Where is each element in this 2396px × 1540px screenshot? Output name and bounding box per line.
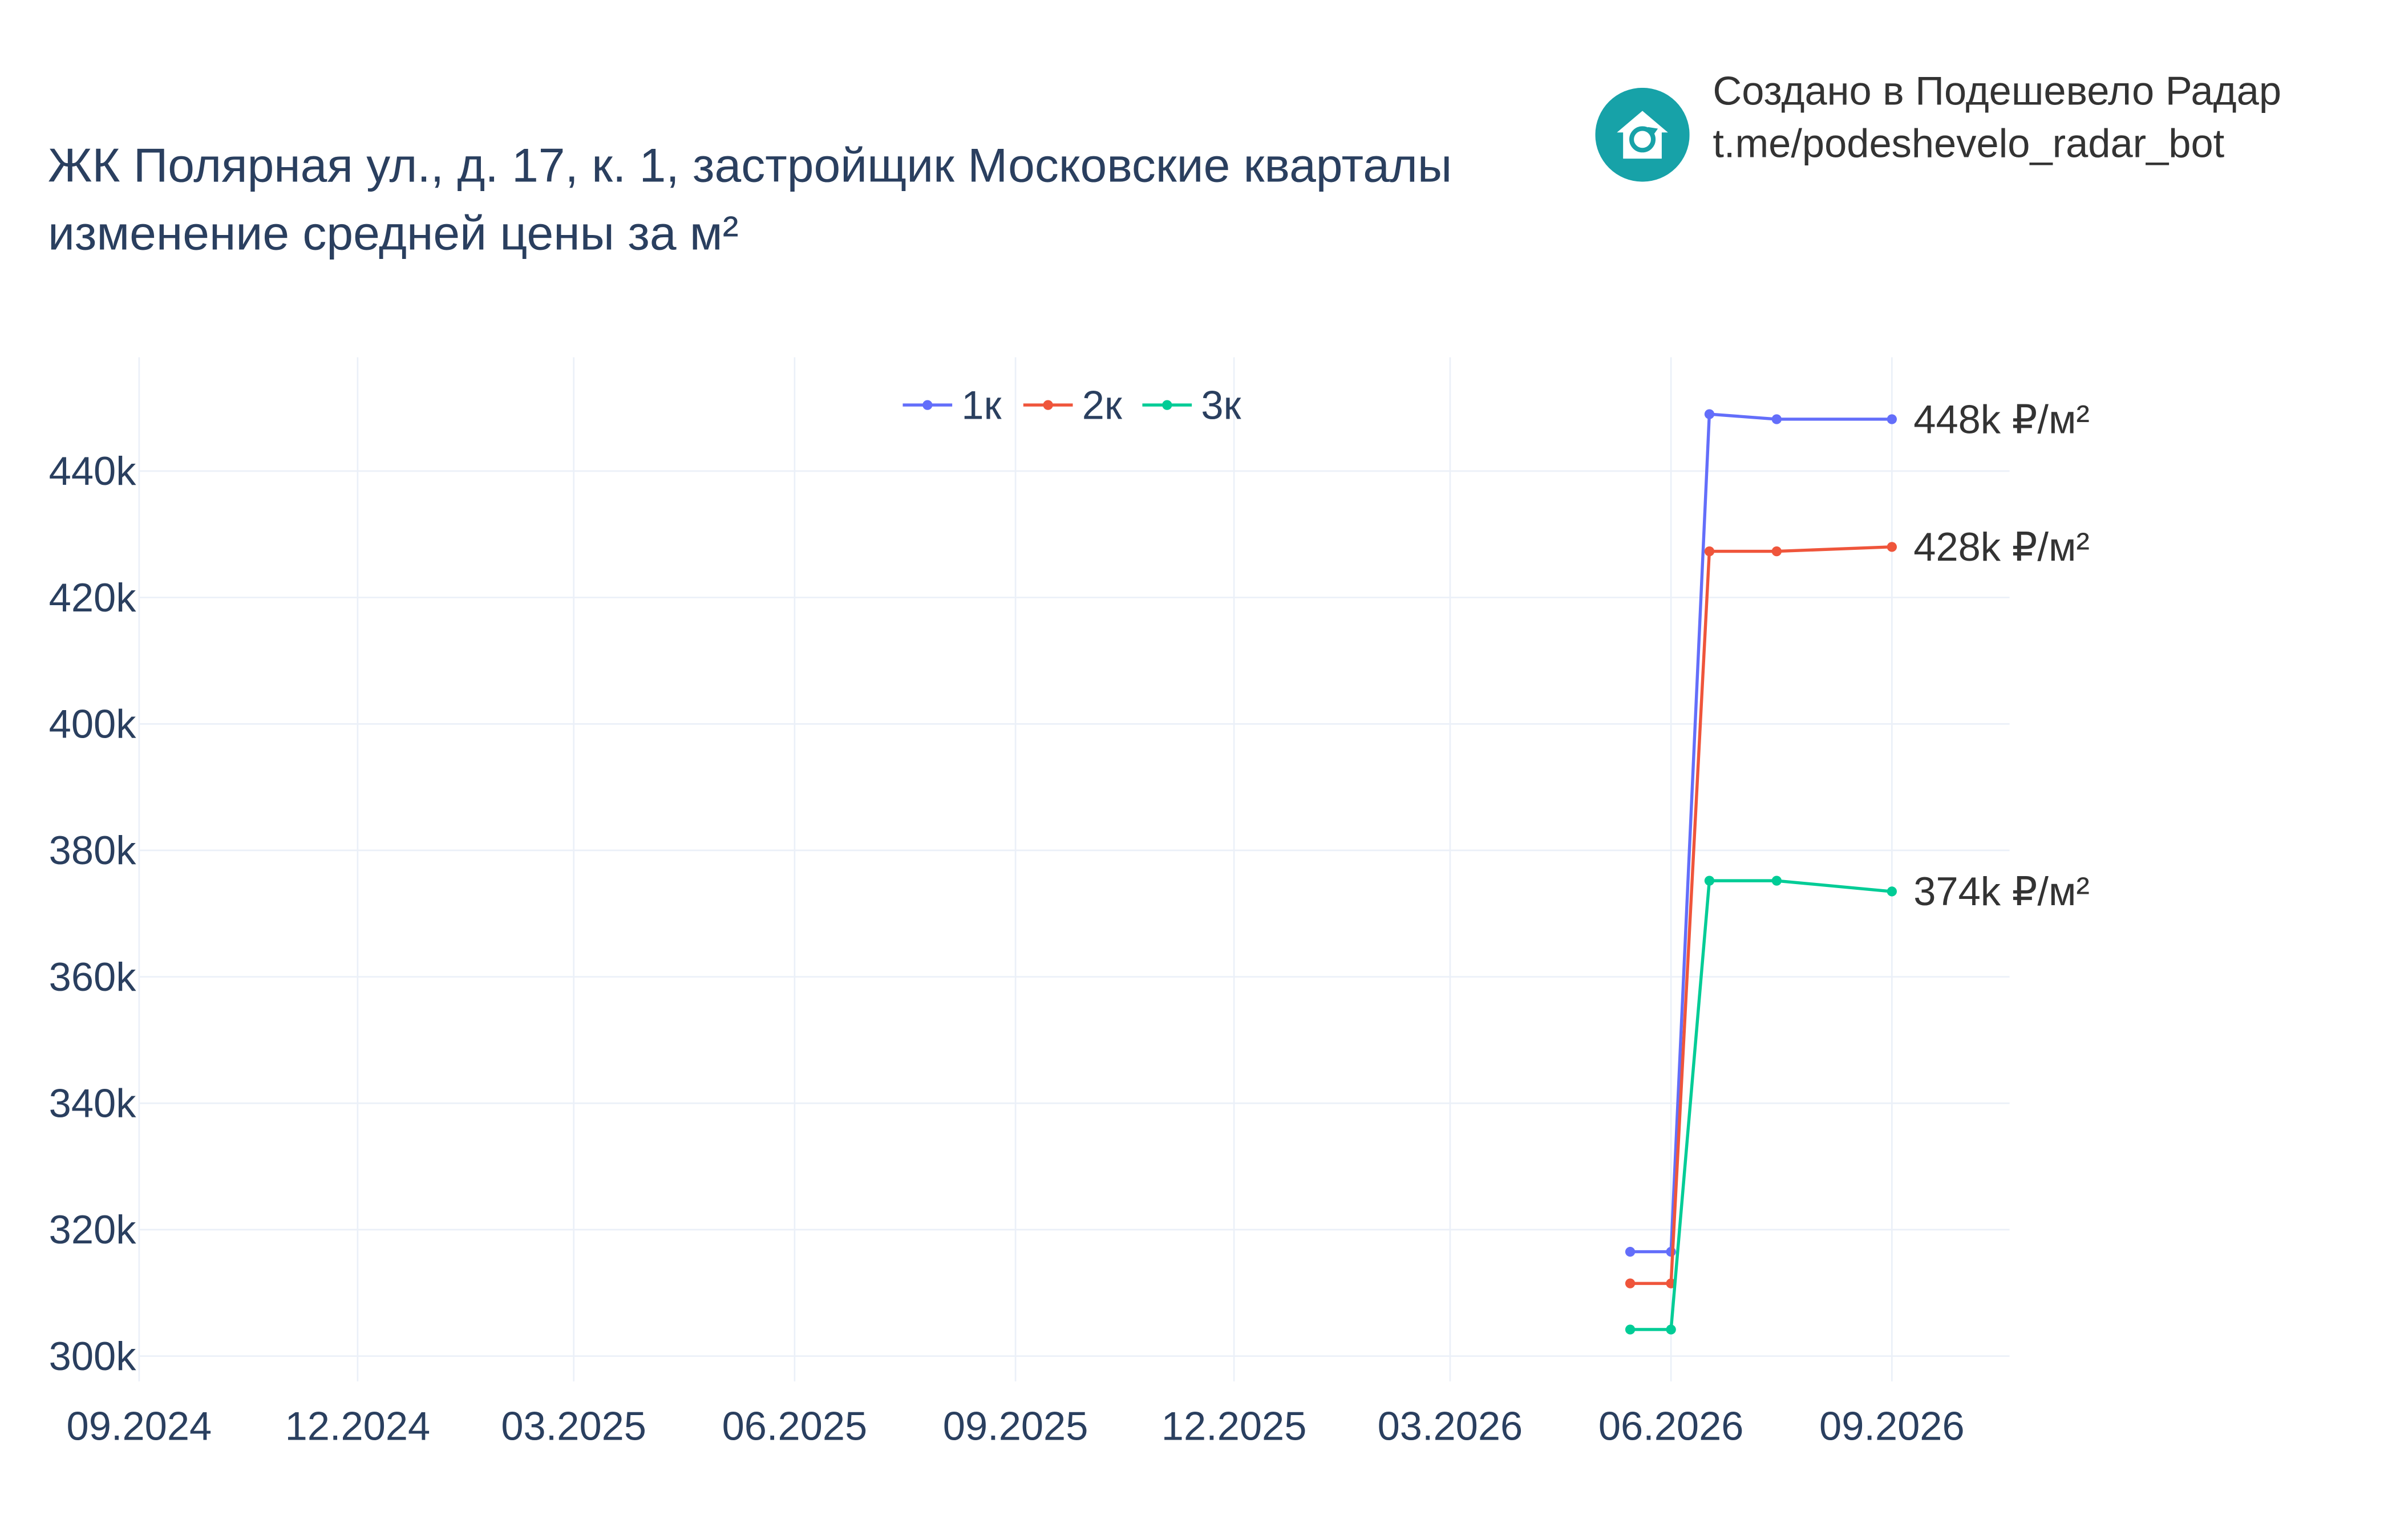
series-2: 428k ₽/м² bbox=[1625, 524, 2090, 1288]
x-tick-label: 09.2024 bbox=[67, 1404, 212, 1449]
data-point bbox=[1887, 886, 1897, 897]
y-tick-label: 380k bbox=[49, 828, 137, 873]
data-point bbox=[1704, 876, 1715, 886]
x-tick-label: 12.2024 bbox=[285, 1404, 431, 1449]
y-tick-label: 400k bbox=[49, 702, 137, 747]
legend: 1к 2к 3к bbox=[902, 383, 1242, 428]
end-value-label: 374k ₽/м² bbox=[1913, 869, 2090, 914]
house-refresh-icon bbox=[1595, 87, 1690, 182]
legend-item: 1к bbox=[902, 383, 1002, 428]
data-point bbox=[1625, 1278, 1636, 1288]
x-tick-label: 06.2025 bbox=[722, 1404, 868, 1449]
y-tick-label: 300k bbox=[49, 1334, 137, 1379]
series-line bbox=[1630, 545, 1892, 1285]
x-tick-label: 03.2025 bbox=[501, 1404, 646, 1449]
x-axis: 09.2024 12.2024 03.2025 06.2025 09.2025 12.20… bbox=[67, 1404, 1965, 1449]
x-tick-label: 03.2026 bbox=[1378, 1404, 1523, 1449]
series-3: 374k ₽/м² bbox=[1625, 869, 2090, 1335]
y-tick-label: 360k bbox=[49, 954, 137, 999]
end-value-label: 448k ₽/м² bbox=[1913, 396, 2090, 441]
legend-label: 2к bbox=[1082, 383, 1123, 428]
credit-link[interactable]: t.me/podeshevelo_radar_bot bbox=[1713, 120, 2225, 167]
y-tick-label: 340k bbox=[49, 1081, 137, 1126]
legend-marker bbox=[922, 400, 933, 410]
chart-title-line-2: изменение средней цены за м² bbox=[48, 206, 739, 261]
credits: Создано в Подешевело Радар t.me/podeshev… bbox=[1713, 64, 2281, 169]
data-point bbox=[1625, 1324, 1636, 1335]
x-tick-label: 09.2026 bbox=[1819, 1404, 1965, 1449]
y-tick-label: 440k bbox=[49, 448, 137, 493]
data-point bbox=[1625, 1247, 1636, 1257]
chart-title: ЖК Полярная ул., д. 17, к. 1, застройщик… bbox=[48, 132, 1452, 268]
legend-label: 1к bbox=[961, 383, 1002, 428]
data-point bbox=[1771, 876, 1782, 886]
data-point bbox=[1771, 414, 1782, 424]
series-line bbox=[1630, 879, 1892, 1331]
series-line bbox=[1630, 412, 1892, 1254]
y-axis: 300k 320k 340k 360k 380k 400k 420k 440k bbox=[49, 448, 137, 1379]
grid-lines bbox=[138, 357, 2010, 1381]
data-point bbox=[1666, 1324, 1676, 1335]
data-point bbox=[1887, 414, 1897, 424]
chart-title-line-1: ЖК Полярная ул., д. 17, к. 1, застройщик… bbox=[48, 139, 1452, 193]
legend-label: 3к bbox=[1201, 383, 1241, 428]
legend-item: 2к bbox=[1023, 383, 1123, 428]
y-tick-label: 420k bbox=[49, 575, 137, 620]
legend-marker bbox=[1043, 400, 1053, 410]
x-tick-label: 09.2025 bbox=[943, 1404, 1088, 1449]
data-point bbox=[1704, 409, 1715, 419]
x-tick-label: 12.2025 bbox=[1161, 1404, 1307, 1449]
credit-line-1: Создано в Подешевело Радар bbox=[1713, 67, 2282, 114]
end-value-label: 428k ₽/м² bbox=[1913, 524, 2090, 569]
data-point bbox=[1704, 546, 1715, 557]
x-tick-label: 06.2026 bbox=[1598, 1404, 1744, 1449]
data-point bbox=[1771, 546, 1782, 557]
legend-marker bbox=[1162, 400, 1172, 410]
data-point bbox=[1887, 542, 1897, 552]
y-tick-label: 320k bbox=[49, 1207, 137, 1252]
legend-item: 3к bbox=[1142, 383, 1242, 428]
